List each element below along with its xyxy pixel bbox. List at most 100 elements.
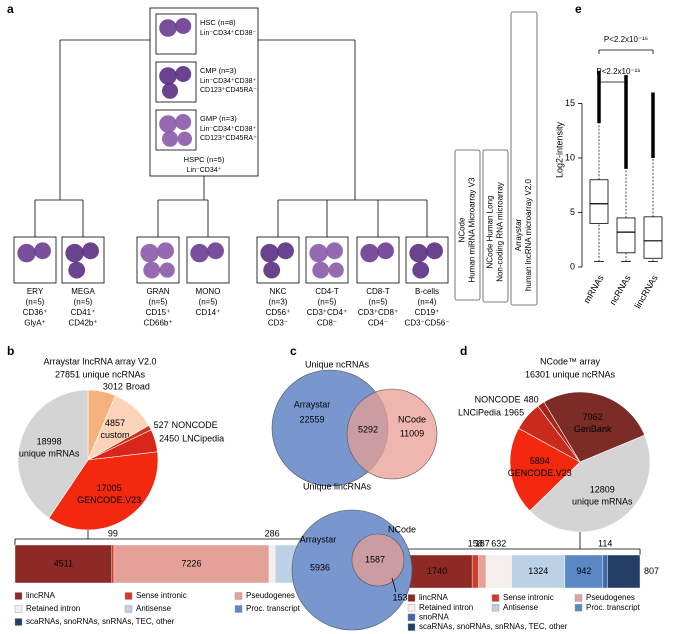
slice-label-part: NONCODE [172,420,218,430]
cell-label: (n=5) [199,298,218,307]
legend-label: Antisense [503,603,539,612]
segment-value: 99 [108,528,118,538]
legend-swatch [234,605,243,613]
slice-label-part: 3012 [103,382,123,392]
legend-swatch [124,605,133,613]
pie-slice [509,427,581,512]
segment-value: 158 [468,538,483,548]
y-tick-label: 0 [570,261,575,271]
panel-label: b [7,344,14,358]
bar-segment [485,554,512,589]
slice-value: 18998 [37,436,62,446]
cell-label: (n=5) [149,298,168,307]
cell [426,242,443,260]
array-label: NCode Human Long [486,196,495,269]
slice-value: 4857 [105,418,125,428]
x-tick-label: ncRNAs [608,273,633,307]
cell-label: CD36⁺ [23,308,48,317]
cell [162,82,178,99]
bar-segment [14,544,113,584]
venn-circle [346,388,438,480]
slice-label: unique mRNAs [19,448,80,458]
pie-slice [48,451,159,531]
slice-label: LNCiPedia 1965 [458,408,524,418]
cell [162,130,178,147]
cell [326,242,343,260]
cell-image [405,236,449,284]
legend-label: lincRNA [419,593,449,602]
chart-title: Arraystar lncRNA array V2.0 [43,356,156,366]
cell-image [136,236,180,284]
legend-swatch [124,592,133,600]
slice-label: custom [101,430,130,440]
venn-name: Arraystar [294,399,331,409]
cell-label: CD4⁻ [368,319,388,328]
bar-segment [564,554,604,589]
y-tick-label: 10 [565,152,575,162]
array-label: Human miRNA Microarray V3 [468,177,477,282]
slice-label-part: 527 [154,420,169,430]
venn-value: 5292 [358,424,378,434]
cell [360,243,379,263]
legend-swatch [407,604,416,612]
legend-label: snoRNA [419,613,449,622]
cell [260,243,279,263]
slice-label-part: LNCiPedia [458,408,501,418]
cell-label: CD4-T [315,287,339,296]
cell [177,131,192,146]
legend-label: Antisense [136,604,172,613]
y-tick-label: 5 [570,207,575,217]
cell [175,18,192,34]
cell-label: CD3⁺CD8⁺ [358,308,398,317]
cell [207,242,224,260]
venn-name: Arraystar [300,534,337,544]
annotation: P<2.2x10⁻¹⁶ [596,67,640,76]
bar-segment [478,554,487,589]
x-tick-label: lincRNAs [633,273,660,310]
cell-label: CD8⁻ [317,319,337,328]
cell [377,242,394,260]
cell-label: (n=5) [26,298,45,307]
array-label: Arraystar [514,218,523,251]
slice-label: NONCODE 480 [475,395,539,405]
progenitor-marker: Lin⁻CD34⁺CD38⁺ [200,78,257,85]
box [643,216,663,259]
slice-label-part: NONCODE [475,395,521,405]
segment-value: 1740 [427,566,447,576]
cell [82,242,99,260]
cell [190,243,209,263]
cell [143,261,161,279]
venn-value: 153 [392,592,407,602]
cell-image [13,236,57,284]
cell-label: (n=4) [418,298,437,307]
cell-label: (n=5) [74,298,93,307]
cell-label: GlyA⁺ [24,319,46,328]
legend-label: Pseudogenes [586,593,635,602]
slice-label: 3012 Broad [103,382,150,392]
cell-image [256,236,300,284]
cell-image [356,236,400,284]
legend-swatch [14,592,23,600]
y-tick-label: 15 [565,98,575,108]
array-label: NCode [458,217,467,242]
cell-label: B-cells [415,287,439,296]
cell [159,19,177,37]
cell-label: CD3⁺CD4⁺ [307,308,347,317]
legend-swatch [574,594,583,602]
legend-swatch [491,594,500,602]
chart-title: NCode™ array [540,356,601,366]
slice-label-part: Broad [126,382,150,392]
bar-segment [602,554,608,589]
progenitor-name: CMP (n=3) [200,66,237,75]
cell [68,261,86,279]
venn-circle [351,533,405,587]
cell-label: ERY [27,287,44,296]
cell-label: CD3⁻CD56⁻ [405,319,450,328]
array-label: human lncRNA microarray V2.0 [524,178,533,291]
venn-title: Unique ncRNAs [305,359,370,369]
y-axis-label: Log2-intensity [554,121,564,178]
cell-label: CD8-T [366,287,390,296]
bar-segment [268,544,276,584]
pie-slice [529,434,651,533]
